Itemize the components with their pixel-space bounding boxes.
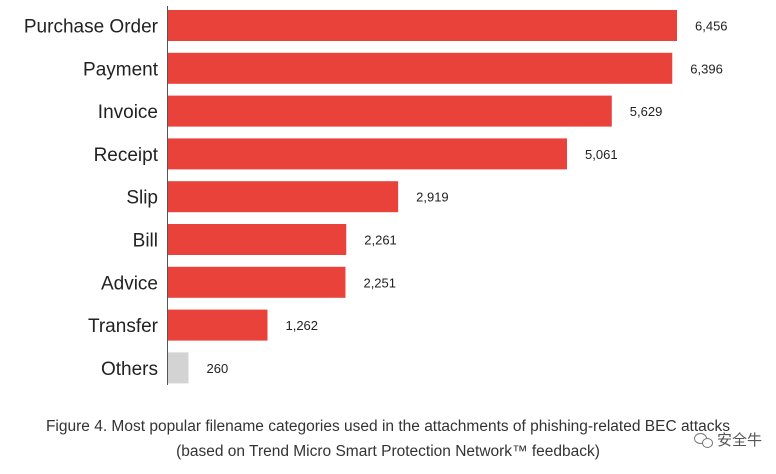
value-label: 2,251 <box>363 275 396 290</box>
figure-caption-line2: (based on Trend Micro Smart Protection N… <box>176 443 600 460</box>
bar-others <box>168 352 189 384</box>
value-label: 6,456 <box>695 19 728 34</box>
bar-bill <box>168 224 347 255</box>
value-label: 2,919 <box>416 190 449 205</box>
value-label: 2,261 <box>364 233 397 248</box>
category-label: Purchase Order <box>24 17 159 38</box>
bar-advice <box>168 266 346 298</box>
value-label: 5,061 <box>585 147 618 162</box>
bar-slip <box>168 181 399 213</box>
value-label: 6,396 <box>690 61 723 76</box>
bar-receipt <box>168 138 568 170</box>
bar-chart: Purchase Order 6,456 Payment 6,396 Invoice 5,… <box>24 6 728 385</box>
value-label: 5,629 <box>630 104 663 119</box>
bar-transfer <box>168 309 268 341</box>
bar-payment <box>168 52 673 84</box>
category-label: Receipt <box>94 145 159 166</box>
category-label: Slip <box>126 188 158 209</box>
value-label: 260 <box>206 361 228 376</box>
category-label: Invoice <box>98 102 158 123</box>
category-label: Transfer <box>88 316 159 337</box>
wechat-icon <box>693 432 714 448</box>
figure-caption-line1: Figure 4. Most popular filename categori… <box>45 418 731 435</box>
watermark-text: 安全牛 <box>716 431 762 449</box>
category-label: Bill <box>133 231 158 252</box>
category-label: Advice <box>101 273 158 294</box>
category-label: Others <box>101 359 158 380</box>
bar-purchase-order <box>168 10 677 41</box>
value-label: 1,262 <box>285 318 318 333</box>
watermark: 安全牛 <box>693 429 762 450</box>
bar-invoice <box>168 95 612 127</box>
category-label: Payment <box>83 59 159 80</box>
